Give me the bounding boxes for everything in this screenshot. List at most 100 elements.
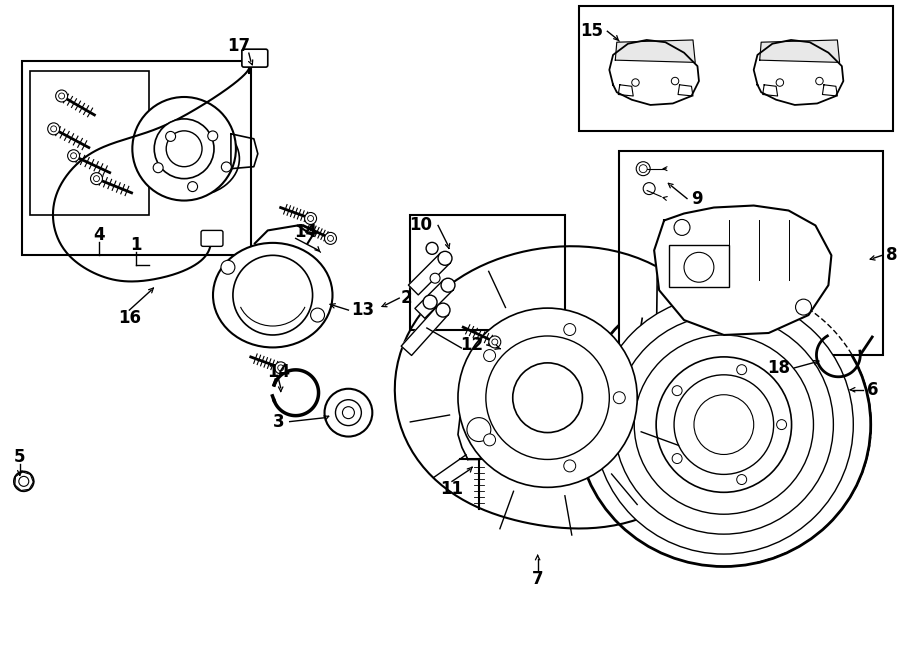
Circle shape bbox=[304, 213, 317, 224]
Text: 15: 15 bbox=[580, 23, 603, 40]
Circle shape bbox=[325, 232, 337, 244]
Circle shape bbox=[56, 90, 68, 102]
Circle shape bbox=[563, 460, 576, 472]
Text: 1: 1 bbox=[130, 236, 142, 254]
Circle shape bbox=[308, 216, 313, 222]
Polygon shape bbox=[409, 254, 450, 295]
Circle shape bbox=[467, 418, 491, 442]
Circle shape bbox=[815, 77, 824, 85]
Circle shape bbox=[166, 131, 202, 167]
Text: 5: 5 bbox=[14, 448, 25, 467]
Circle shape bbox=[634, 335, 814, 514]
Circle shape bbox=[58, 93, 65, 99]
Circle shape bbox=[796, 299, 812, 315]
Circle shape bbox=[208, 131, 218, 141]
Circle shape bbox=[674, 375, 774, 475]
Circle shape bbox=[166, 132, 176, 142]
Circle shape bbox=[278, 365, 284, 371]
Circle shape bbox=[233, 256, 312, 335]
Circle shape bbox=[737, 475, 747, 485]
Circle shape bbox=[132, 97, 236, 201]
Circle shape bbox=[594, 295, 853, 554]
Circle shape bbox=[19, 477, 29, 487]
Circle shape bbox=[328, 236, 334, 242]
Circle shape bbox=[513, 363, 582, 432]
Circle shape bbox=[14, 471, 34, 491]
Text: 13: 13 bbox=[351, 301, 374, 319]
Circle shape bbox=[48, 123, 59, 135]
Circle shape bbox=[563, 324, 576, 336]
Text: 12: 12 bbox=[460, 336, 483, 354]
Text: 7: 7 bbox=[532, 570, 544, 588]
Bar bbox=[410, 216, 564, 330]
Circle shape bbox=[777, 420, 787, 430]
Circle shape bbox=[639, 165, 647, 173]
Circle shape bbox=[776, 79, 784, 86]
Bar bbox=[619, 151, 883, 355]
Circle shape bbox=[486, 336, 609, 459]
Polygon shape bbox=[401, 305, 448, 355]
Circle shape bbox=[672, 453, 682, 463]
Ellipse shape bbox=[577, 283, 870, 567]
Text: 10: 10 bbox=[410, 216, 433, 234]
Circle shape bbox=[491, 339, 498, 345]
Circle shape bbox=[336, 400, 362, 426]
Circle shape bbox=[672, 386, 682, 396]
Circle shape bbox=[274, 362, 287, 374]
FancyBboxPatch shape bbox=[201, 230, 223, 246]
Circle shape bbox=[423, 295, 437, 309]
Circle shape bbox=[632, 79, 639, 86]
Circle shape bbox=[636, 162, 650, 175]
Text: 6: 6 bbox=[868, 381, 879, 399]
Text: 18: 18 bbox=[767, 359, 790, 377]
Circle shape bbox=[343, 406, 355, 418]
Circle shape bbox=[221, 260, 235, 274]
Circle shape bbox=[737, 365, 747, 375]
Circle shape bbox=[615, 315, 833, 534]
Polygon shape bbox=[760, 40, 840, 62]
Circle shape bbox=[426, 242, 438, 254]
Bar bbox=[580, 7, 893, 131]
Circle shape bbox=[694, 395, 753, 455]
Polygon shape bbox=[616, 40, 695, 62]
Ellipse shape bbox=[145, 121, 239, 196]
Circle shape bbox=[325, 389, 373, 436]
Polygon shape bbox=[654, 205, 832, 335]
FancyBboxPatch shape bbox=[242, 49, 268, 67]
Circle shape bbox=[458, 308, 637, 487]
Circle shape bbox=[154, 119, 214, 179]
Circle shape bbox=[91, 173, 103, 185]
Circle shape bbox=[483, 434, 496, 446]
Bar bbox=[22, 61, 251, 256]
Circle shape bbox=[94, 175, 100, 181]
Circle shape bbox=[50, 126, 57, 132]
Ellipse shape bbox=[213, 243, 332, 348]
Circle shape bbox=[153, 163, 163, 173]
Circle shape bbox=[489, 336, 500, 348]
Text: 17: 17 bbox=[228, 37, 250, 55]
Circle shape bbox=[656, 357, 792, 493]
Circle shape bbox=[441, 278, 455, 292]
Text: 3: 3 bbox=[273, 412, 284, 430]
Bar bbox=[669, 246, 729, 287]
Text: 4: 4 bbox=[94, 226, 105, 244]
Circle shape bbox=[644, 183, 655, 195]
Text: 9: 9 bbox=[691, 189, 703, 208]
Circle shape bbox=[671, 77, 679, 85]
Text: 11: 11 bbox=[440, 481, 464, 498]
Text: 16: 16 bbox=[118, 309, 141, 327]
Text: 14: 14 bbox=[294, 223, 317, 242]
Text: 14: 14 bbox=[267, 363, 291, 381]
Circle shape bbox=[187, 181, 198, 191]
Circle shape bbox=[310, 308, 325, 322]
Circle shape bbox=[684, 252, 714, 282]
Circle shape bbox=[483, 350, 496, 361]
Circle shape bbox=[70, 153, 77, 159]
Circle shape bbox=[674, 220, 690, 236]
Circle shape bbox=[613, 392, 626, 404]
Text: 8: 8 bbox=[886, 246, 898, 264]
Circle shape bbox=[68, 150, 79, 162]
Text: 2: 2 bbox=[400, 289, 412, 307]
Circle shape bbox=[221, 162, 231, 172]
Polygon shape bbox=[415, 280, 453, 318]
